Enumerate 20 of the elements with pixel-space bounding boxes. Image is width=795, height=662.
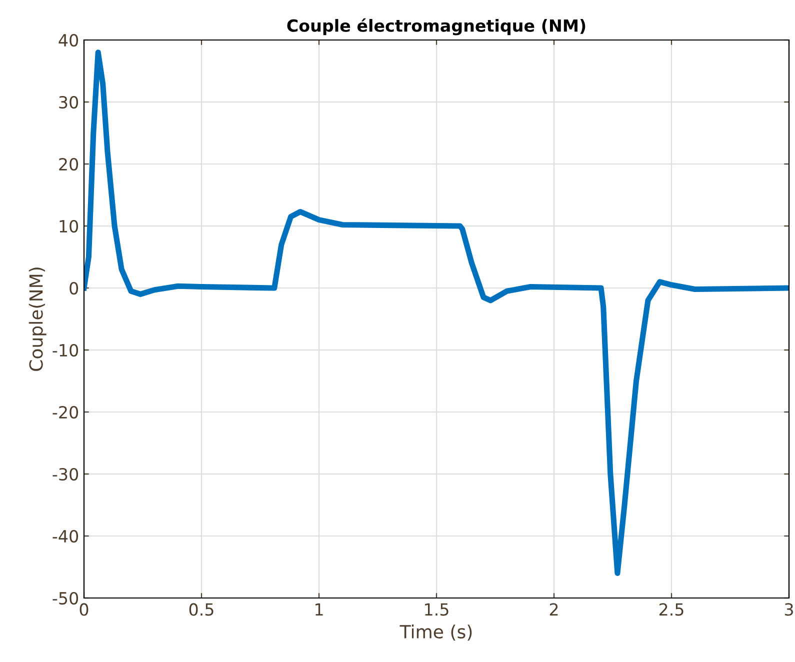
x-tick-label: 0 <box>80 603 88 616</box>
y-tick-label: 0 <box>70 282 78 295</box>
y-tick-label: -50 <box>52 592 78 605</box>
x-tick-label: 0.5 <box>189 603 214 616</box>
x-tick-label: 1.5 <box>425 603 448 616</box>
y-tick-label: 40 <box>58 34 78 47</box>
y-tick-label: -20 <box>52 406 78 419</box>
x-tick-label: 2.5 <box>659 603 684 616</box>
y-tick-label: -40 <box>52 530 78 543</box>
x-tick-label: 3 <box>784 603 793 616</box>
y-tick-label: -30 <box>52 468 78 481</box>
y-axis-title: Couple(NM) <box>28 268 46 371</box>
y-tick-label: 30 <box>59 96 78 109</box>
x-tick-label: 1 <box>316 603 323 616</box>
y-tick-label: 10 <box>60 220 78 233</box>
y-tick-label: -10 <box>52 344 78 357</box>
chart-title: Couple électromagnetique (NM) <box>287 18 586 36</box>
x-axis-title: Time (s) <box>400 624 472 641</box>
x-tick-label: 2 <box>550 603 558 616</box>
y-tick-label: 20 <box>59 158 78 171</box>
